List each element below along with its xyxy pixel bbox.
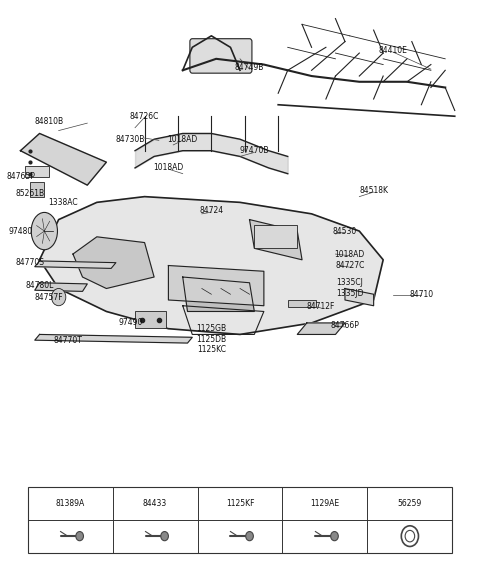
Text: 1018AD: 1018AD [335,249,365,258]
Circle shape [405,530,415,542]
Text: 97470B: 97470B [240,146,269,155]
Text: 84712F: 84712F [307,302,336,312]
Text: 1125KF: 1125KF [226,499,254,508]
Text: 81389A: 81389A [56,499,85,508]
Text: 84730B: 84730B [116,134,145,144]
Bar [288,300,316,307]
Text: 1018AD: 1018AD [153,163,183,173]
Text: 1125DB: 1125DB [196,335,227,343]
Text: 84530: 84530 [333,227,357,235]
Bar [254,226,297,248]
Circle shape [401,526,419,546]
Text: 56259: 56259 [398,499,422,508]
Polygon shape [168,265,264,306]
Circle shape [331,531,338,541]
Text: 1335JD: 1335JD [336,288,363,298]
Text: 84726C: 84726C [130,112,159,121]
Text: 1018AD: 1018AD [168,134,198,144]
Polygon shape [39,197,383,335]
Polygon shape [35,283,87,291]
Polygon shape [73,237,154,288]
Text: 84770T: 84770T [54,336,83,344]
Ellipse shape [31,212,58,250]
FancyBboxPatch shape [190,39,252,73]
Text: 97480: 97480 [8,227,33,235]
Circle shape [161,531,168,541]
Polygon shape [250,220,302,260]
Text: 84749B: 84749B [235,63,264,72]
Text: 1125KC: 1125KC [197,345,226,354]
Text: 84766P: 84766P [331,321,360,330]
Circle shape [51,288,66,306]
Text: 85261B: 85261B [15,189,45,198]
Circle shape [246,531,253,541]
Polygon shape [297,323,345,335]
Text: 84724: 84724 [199,207,223,215]
Polygon shape [35,261,116,268]
Circle shape [76,531,84,541]
Bar [30,182,44,197]
Polygon shape [21,133,107,185]
Polygon shape [345,288,373,306]
Text: 84433: 84433 [143,499,167,508]
Text: 1129AE: 1129AE [311,499,339,508]
Text: 84780L: 84780L [25,281,54,290]
Text: 1338AC: 1338AC [48,198,78,207]
Text: 84727C: 84727C [335,261,364,270]
Text: 84765P: 84765P [6,172,35,181]
Text: 84410E: 84410E [378,46,407,55]
Bar [135,312,166,328]
Text: 84710: 84710 [409,290,433,299]
Bar [28,486,452,553]
Polygon shape [35,335,192,343]
Polygon shape [183,277,254,312]
Bar [25,166,49,177]
Text: 84518K: 84518K [359,186,388,196]
Text: 1335CJ: 1335CJ [336,278,363,287]
Text: 84770S: 84770S [15,258,45,267]
Text: 97490: 97490 [118,319,143,328]
Text: 1125GB: 1125GB [196,324,227,333]
Text: 84810B: 84810B [35,118,64,126]
Text: 84757F: 84757F [35,293,63,302]
